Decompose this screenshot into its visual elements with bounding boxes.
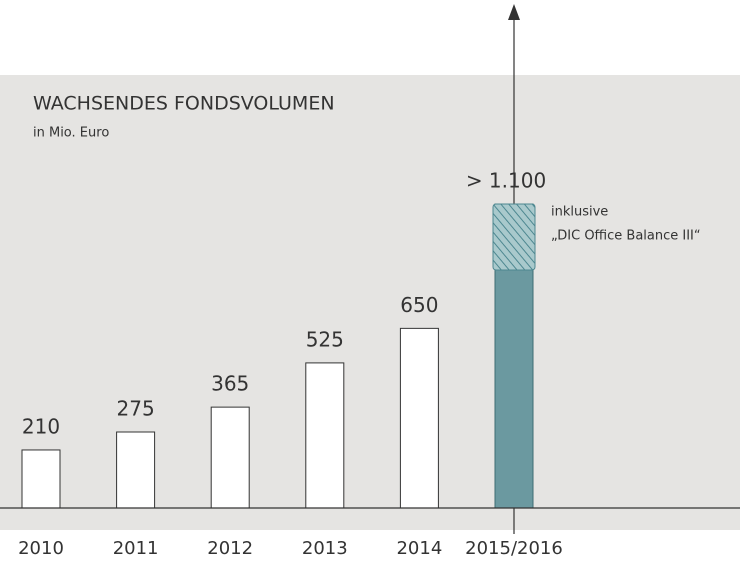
value-label: 365 [211, 372, 249, 396]
chart-title: WACHSENDES FONDSVOLUMEN [33, 93, 335, 115]
annotation: inklusive [551, 205, 608, 220]
x-tick-label: 2015/2016 [465, 538, 563, 559]
annotation: „DIC Office Balance III“ [551, 229, 701, 244]
value-label: > 1.100 [466, 169, 546, 193]
bar-hatch [493, 204, 535, 270]
x-tick-label: 2013 [302, 538, 348, 559]
value-label: 210 [22, 414, 60, 438]
x-tick-label: 2014 [396, 538, 442, 559]
value-label: 650 [400, 293, 438, 317]
bar [400, 328, 438, 508]
arrow-head [508, 4, 520, 20]
chart-subtitle: in Mio. Euro [33, 126, 109, 141]
background [0, 75, 740, 530]
value-label: 275 [117, 397, 155, 421]
bar [211, 407, 249, 508]
x-tick-label: 2011 [113, 538, 159, 559]
bar [117, 432, 155, 508]
page: {"chart_data": {"type": "bar", "title": … [0, 0, 740, 561]
x-tick-label: 2010 [18, 538, 64, 559]
chart: WACHSENDES FONDSVOLUMEN in Mio. Euro ink… [0, 0, 740, 561]
value-label: 525 [306, 327, 344, 351]
bar [22, 450, 60, 508]
bar [306, 363, 344, 508]
x-tick-label: 2012 [207, 538, 253, 559]
